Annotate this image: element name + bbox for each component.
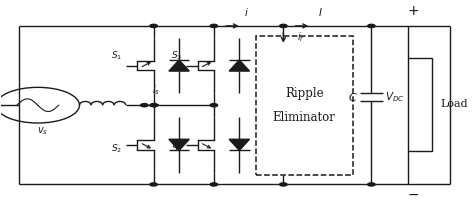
Bar — [409, 58, 432, 151]
Text: $+$: $+$ — [407, 4, 419, 18]
Text: Eliminator: Eliminator — [273, 111, 336, 124]
Polygon shape — [229, 139, 249, 150]
Circle shape — [280, 24, 287, 28]
Circle shape — [210, 183, 218, 186]
Text: $i_s$: $i_s$ — [152, 83, 160, 97]
Text: $I$: $I$ — [318, 6, 323, 18]
Polygon shape — [169, 60, 189, 71]
Circle shape — [150, 183, 157, 186]
Text: $V_{DC}$: $V_{DC}$ — [385, 90, 405, 104]
Text: $S_3$: $S_3$ — [171, 50, 182, 62]
Text: $i$: $i$ — [244, 6, 249, 18]
Text: Load: Load — [441, 99, 468, 109]
Circle shape — [368, 24, 375, 28]
Text: $i_r$: $i_r$ — [297, 30, 305, 44]
Circle shape — [210, 104, 218, 107]
Text: $v_s$: $v_s$ — [37, 125, 48, 137]
Polygon shape — [169, 139, 189, 150]
Circle shape — [280, 183, 287, 186]
Bar — [255, 36, 353, 175]
Text: Ripple: Ripple — [285, 87, 323, 100]
Circle shape — [150, 24, 157, 28]
Text: $S_1$: $S_1$ — [111, 50, 122, 62]
Polygon shape — [229, 60, 249, 71]
Circle shape — [210, 24, 218, 28]
Circle shape — [368, 183, 375, 186]
Text: $S_2$: $S_2$ — [111, 143, 122, 155]
Text: $C$: $C$ — [348, 91, 357, 103]
Circle shape — [141, 104, 148, 107]
Circle shape — [150, 104, 157, 107]
Text: $S_4$: $S_4$ — [171, 143, 182, 155]
Text: $-$: $-$ — [407, 186, 419, 200]
